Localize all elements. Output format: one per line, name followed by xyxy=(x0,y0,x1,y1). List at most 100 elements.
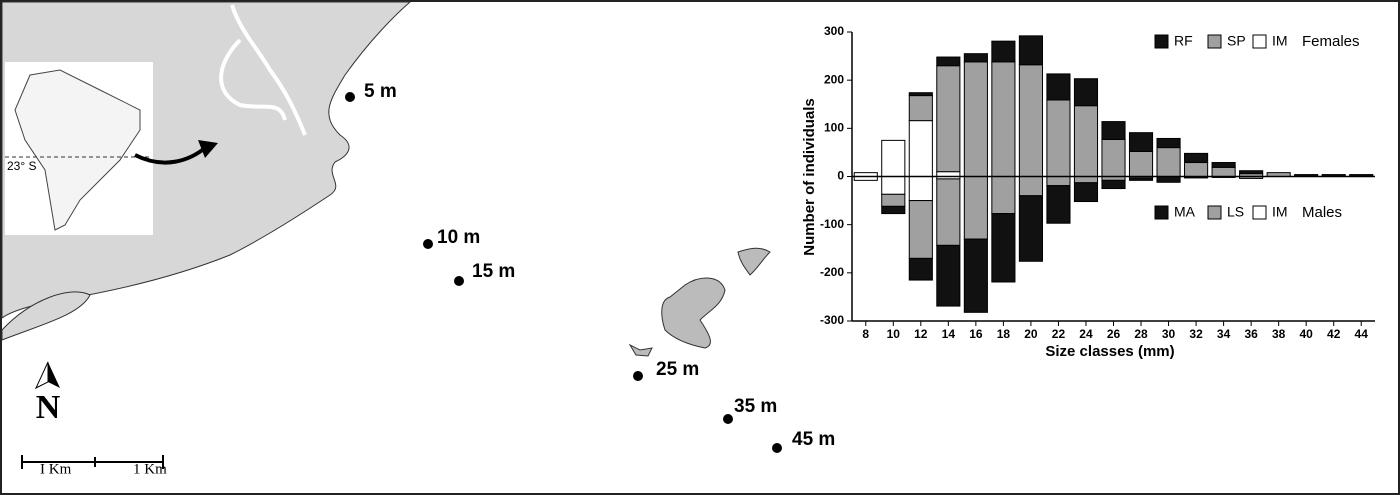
x-tick-label: 10 xyxy=(887,327,901,341)
bar xyxy=(1018,35,1043,66)
bar xyxy=(963,53,988,63)
station-label: 35 m xyxy=(734,396,777,417)
station xyxy=(345,92,355,102)
x-axis-title: Size classes (mm) xyxy=(1045,343,1174,360)
legend-swatch xyxy=(1154,205,1169,220)
bar xyxy=(936,56,961,67)
arrow xyxy=(134,146,207,165)
bar xyxy=(1046,99,1071,177)
bar xyxy=(908,176,933,202)
x-tick-label: 42 xyxy=(1327,327,1341,341)
y-tick-label: -300 xyxy=(820,313,844,327)
bar xyxy=(881,139,906,177)
river xyxy=(219,4,307,136)
x-tick-label: 20 xyxy=(1024,327,1038,341)
station xyxy=(772,443,782,453)
bar xyxy=(881,193,906,207)
bar xyxy=(1211,162,1236,168)
x-tick-label: 24 xyxy=(1079,327,1093,341)
scale-label: 1 Km xyxy=(133,461,167,477)
x-tick-label: 8 xyxy=(862,327,869,341)
station-label: 25 m xyxy=(656,359,699,380)
x-tick-label: 22 xyxy=(1052,327,1066,341)
bar xyxy=(1101,138,1126,177)
bar xyxy=(936,65,961,173)
station xyxy=(454,276,464,286)
bar xyxy=(908,200,933,259)
x-tick-label: 38 xyxy=(1272,327,1286,341)
x-tick-label: 36 xyxy=(1244,327,1258,341)
bar xyxy=(1073,78,1099,107)
bar xyxy=(1073,182,1099,203)
bar xyxy=(1046,185,1071,224)
bar xyxy=(1018,195,1043,262)
station-label: 45 m xyxy=(792,429,835,450)
scale-label: I Km xyxy=(40,461,72,477)
bar xyxy=(991,213,1016,283)
bar xyxy=(1073,176,1099,184)
legend-label: LS xyxy=(1227,204,1244,220)
station xyxy=(423,239,433,249)
bar xyxy=(991,40,1016,63)
legend-swatch xyxy=(1207,205,1222,220)
bar xyxy=(1128,177,1154,181)
legend-title: Males xyxy=(1302,204,1342,221)
bar xyxy=(963,61,988,177)
bar xyxy=(1128,132,1154,152)
bar xyxy=(1128,150,1154,178)
legend-label: IM xyxy=(1272,204,1288,220)
y-tick-label: -100 xyxy=(820,217,844,231)
legend-label: SP xyxy=(1227,33,1246,49)
bar xyxy=(1211,166,1236,177)
north-arrow xyxy=(48,362,60,388)
station-label: 15 m xyxy=(472,261,515,282)
x-tick-label: 30 xyxy=(1162,327,1176,341)
island xyxy=(737,247,771,276)
bar xyxy=(1156,176,1181,183)
legend-label: MA xyxy=(1174,204,1196,220)
bar xyxy=(1184,152,1209,164)
x-tick-label: 12 xyxy=(914,327,928,341)
bar xyxy=(908,92,933,97)
x-tick-label: 16 xyxy=(969,327,983,341)
land-south xyxy=(1,291,91,341)
legend-swatch xyxy=(1252,34,1267,49)
station-label: 10 m xyxy=(437,227,480,248)
bar xyxy=(1156,147,1181,178)
bar xyxy=(881,205,906,215)
legend-swatch xyxy=(1207,34,1222,49)
bar xyxy=(881,176,906,195)
x-tick-label: 40 xyxy=(1300,327,1314,341)
bar xyxy=(1156,137,1181,149)
y-tick-label: 200 xyxy=(824,72,844,86)
arrow-head xyxy=(198,140,218,158)
scale-bar xyxy=(21,455,164,469)
x-tick-label: 28 xyxy=(1134,327,1148,341)
bar xyxy=(1239,170,1264,175)
y-axis-title: Number of individuals xyxy=(801,98,818,256)
bar xyxy=(936,178,961,246)
y-tick-label: -200 xyxy=(820,265,844,279)
bar xyxy=(908,120,933,177)
bar xyxy=(908,257,933,281)
legend-label: RF xyxy=(1174,33,1193,49)
bar xyxy=(1101,121,1126,140)
station-label: 5 m xyxy=(364,81,397,102)
bar xyxy=(1073,105,1099,177)
bar xyxy=(1184,162,1209,177)
bar xyxy=(936,244,961,307)
x-tick-label: 32 xyxy=(1189,327,1203,341)
legend-title: Females xyxy=(1302,33,1360,50)
latitude-label: 23° S xyxy=(7,159,36,173)
bar xyxy=(1018,64,1043,177)
x-tick-label: 26 xyxy=(1107,327,1121,341)
bar xyxy=(991,176,1016,215)
bar xyxy=(963,238,988,313)
x-tick-label: 44 xyxy=(1355,327,1369,341)
island xyxy=(661,277,726,349)
bar xyxy=(991,61,1016,177)
legend-label: IM xyxy=(1272,33,1288,49)
legend-swatch xyxy=(1154,34,1169,49)
